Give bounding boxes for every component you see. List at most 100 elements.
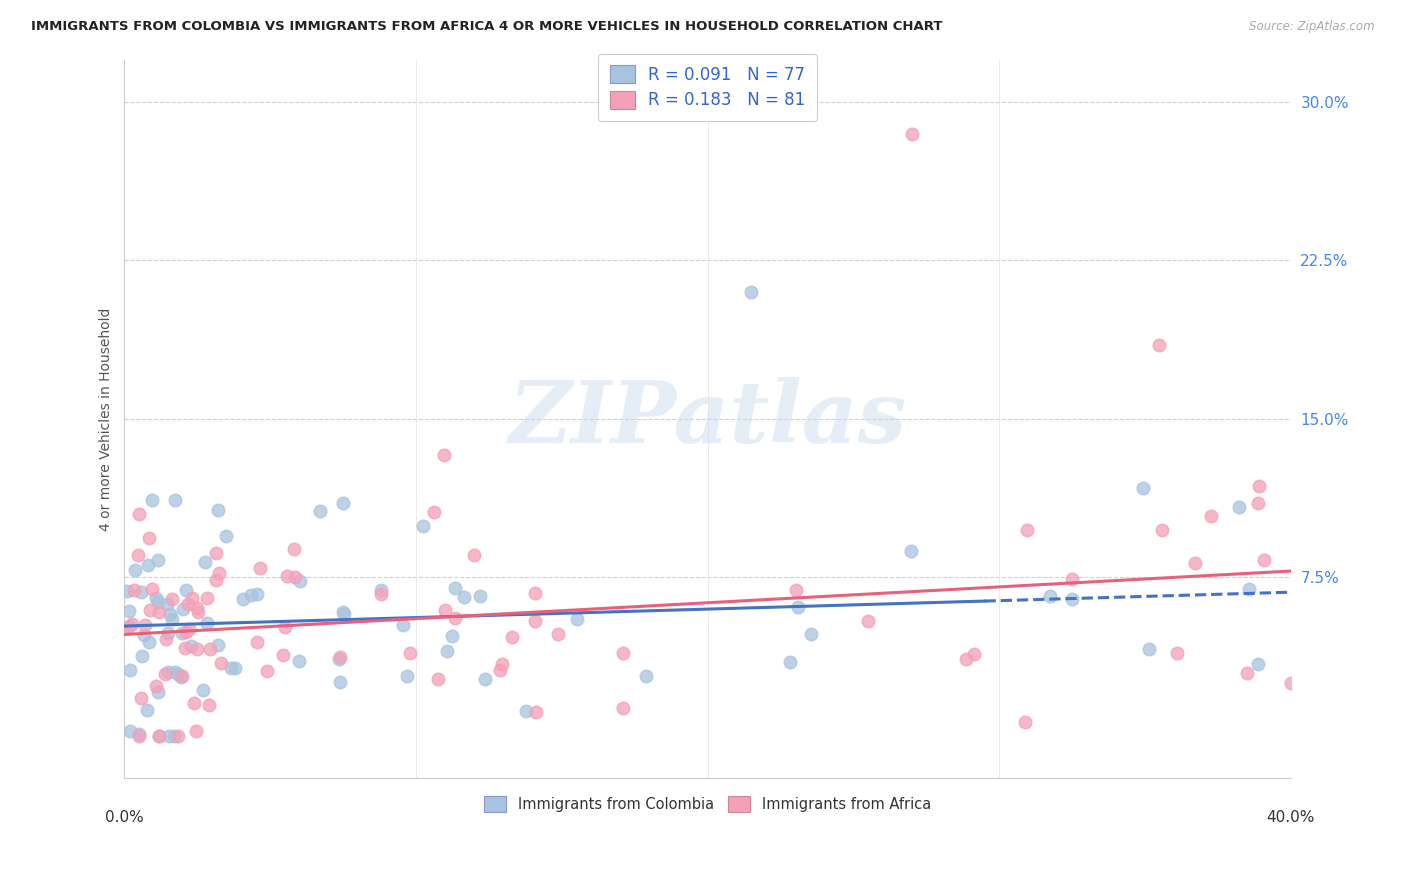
Point (328, 652, 350, 666)
Point (391, 618, 413, 632)
Point (165, 665, 187, 679)
Point (1247, 657, 1270, 672)
Point (523, 614, 546, 628)
Point (120, 663, 142, 677)
Point (127, 548, 149, 562)
Point (129, 690, 152, 705)
Point (177, 598, 200, 612)
Point (396, 669, 419, 683)
Point (900, 544, 922, 558)
Text: 0.0%: 0.0% (105, 810, 143, 825)
Point (166, 729, 188, 743)
Text: 40.0%: 40.0% (1267, 810, 1315, 825)
Point (491, 657, 513, 672)
Point (240, 588, 263, 602)
Point (256, 665, 278, 679)
Point (163, 729, 186, 743)
Point (121, 617, 143, 632)
Point (328, 649, 350, 664)
Point (200, 642, 222, 657)
Point (155, 597, 177, 611)
Point (207, 503, 229, 517)
Point (1236, 665, 1258, 680)
Point (141, 582, 163, 596)
Point (434, 603, 457, 617)
Point (138, 635, 160, 649)
Point (232, 591, 254, 606)
Point (524, 705, 547, 719)
Point (219, 661, 242, 675)
Point (800, 627, 823, 641)
Point (117, 584, 139, 599)
Point (779, 655, 801, 669)
Point (634, 668, 657, 682)
Point (1039, 589, 1062, 603)
Point (138, 532, 160, 546)
Point (1166, 646, 1188, 660)
Point (214, 529, 236, 543)
Point (444, 581, 467, 595)
Point (186, 601, 208, 615)
Point (197, 698, 219, 713)
Point (172, 626, 194, 640)
Point (1060, 591, 1083, 606)
Point (146, 595, 169, 609)
Point (184, 723, 207, 738)
Point (1062, 572, 1084, 586)
Point (900, 127, 922, 141)
Point (955, 652, 977, 666)
Point (172, 669, 194, 683)
Point (785, 583, 807, 598)
Point (128, 507, 150, 521)
Point (1247, 479, 1270, 493)
Point (443, 611, 465, 625)
Point (423, 505, 446, 519)
Point (329, 675, 352, 690)
Point (276, 569, 298, 583)
Point (195, 616, 218, 631)
Point (167, 666, 190, 681)
Point (173, 640, 195, 655)
Point (141, 492, 163, 507)
Point (122, 583, 145, 598)
Point (612, 646, 634, 660)
Point (136, 703, 159, 717)
Point (205, 545, 228, 559)
Point (157, 729, 180, 743)
Point (1227, 500, 1250, 514)
Point (128, 729, 150, 743)
Text: Source: ZipAtlas.com: Source: ZipAtlas.com (1250, 20, 1375, 33)
Point (131, 649, 153, 664)
Point (132, 628, 155, 642)
Point (246, 635, 269, 649)
Point (284, 569, 307, 583)
Point (205, 574, 228, 588)
Point (288, 654, 311, 668)
Point (433, 448, 456, 462)
Point (283, 542, 305, 557)
Point (1199, 509, 1222, 524)
Point (209, 656, 232, 670)
Point (163, 493, 186, 508)
Point (160, 612, 183, 626)
Point (148, 553, 170, 567)
Point (427, 672, 450, 686)
Point (128, 727, 150, 741)
Point (1237, 582, 1260, 596)
Point (183, 696, 205, 710)
Point (186, 642, 208, 657)
Point (155, 632, 177, 647)
Point (274, 620, 297, 634)
Point (181, 591, 204, 605)
Point (145, 591, 167, 606)
Point (474, 672, 496, 686)
Point (157, 626, 180, 640)
Point (117, 621, 139, 635)
Point (157, 665, 180, 679)
Point (489, 663, 512, 677)
Point (207, 638, 229, 652)
Point (523, 586, 546, 600)
Point (370, 587, 392, 601)
Point (565, 612, 588, 626)
Point (1184, 556, 1206, 570)
